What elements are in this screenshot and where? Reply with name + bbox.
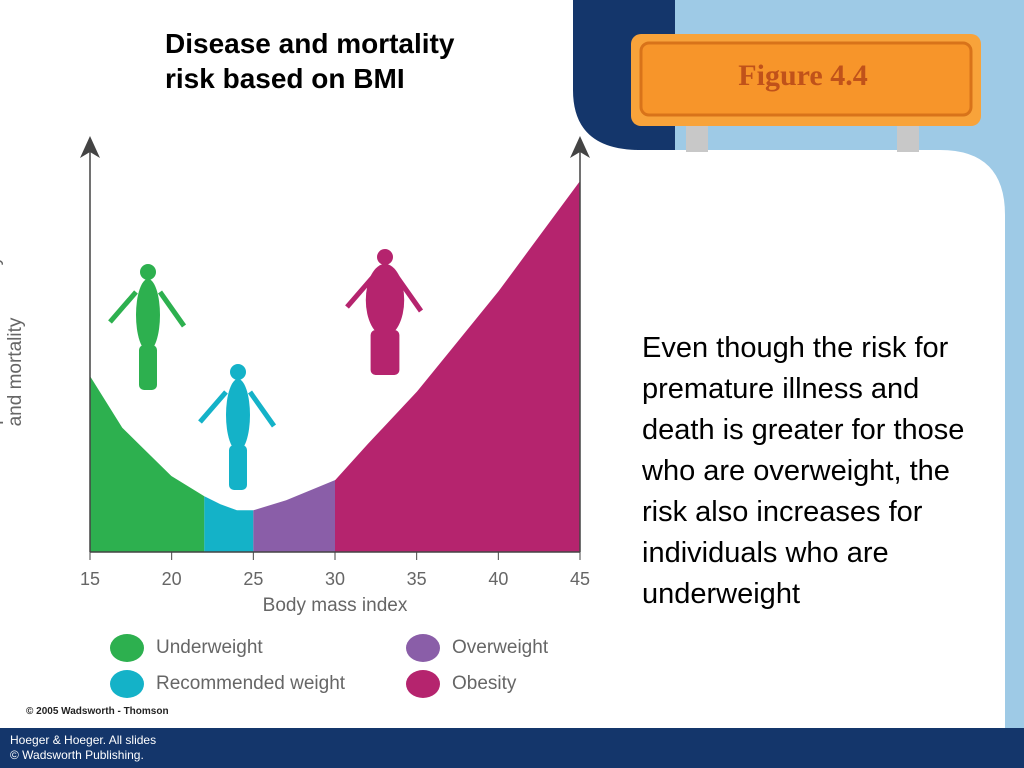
body-text: Even though the risk for premature illne… (642, 332, 965, 610)
figure-legs (370, 330, 400, 375)
legend-swatch (110, 670, 144, 698)
arrow (80, 136, 100, 158)
figure-arms (108, 290, 187, 328)
legend-label: Recommended weight (156, 673, 346, 694)
badge-text: Figure 4.4 (738, 59, 867, 92)
figure-arms (198, 390, 277, 428)
x-tick-label: 45 (570, 569, 590, 589)
legend-label: Obesity (452, 673, 517, 694)
post (897, 118, 919, 152)
footer-line: © Wadsworth Publishing. (10, 748, 144, 762)
figure-arms (345, 275, 424, 313)
legend-swatch (110, 634, 144, 662)
copyright: © 2005 Wadsworth - Thomson (26, 706, 169, 717)
x-tick-label: 30 (325, 569, 345, 589)
x-tick-label: 25 (243, 569, 263, 589)
x-tick-label: 20 (162, 569, 182, 589)
figure-head (230, 364, 246, 380)
legend-label: Underweight (156, 637, 263, 658)
figure-body (226, 379, 250, 451)
badge-inner (639, 41, 973, 117)
risk-curve (89, 179, 581, 511)
slide-title: Disease and mortality risk based on BMI (165, 28, 455, 94)
legend-swatch (406, 670, 440, 698)
footer-bar (0, 728, 1024, 768)
figure-head (377, 249, 393, 265)
post (686, 118, 708, 152)
footer-line: Hoeger & Hoeger. All slides (10, 733, 157, 747)
figure-body (365, 264, 405, 336)
figure-legs (139, 345, 157, 390)
figure-legs (229, 445, 247, 490)
x-tick-label: 15 (80, 569, 100, 589)
footer: Hoeger & Hoeger. All slides © Wadsworth … (10, 733, 156, 763)
x-tick-label: 35 (407, 569, 427, 589)
figure-body (136, 279, 160, 351)
figure-head (140, 264, 156, 280)
legend-label: Overweight (452, 637, 549, 658)
x-axis-label: Body mass index (263, 595, 408, 616)
legend-swatch (406, 634, 440, 662)
y-axis-label: Risk of premature morbidity and mortalit… (0, 255, 26, 489)
x-tick-label: 40 (488, 569, 508, 589)
arrow (570, 136, 590, 158)
